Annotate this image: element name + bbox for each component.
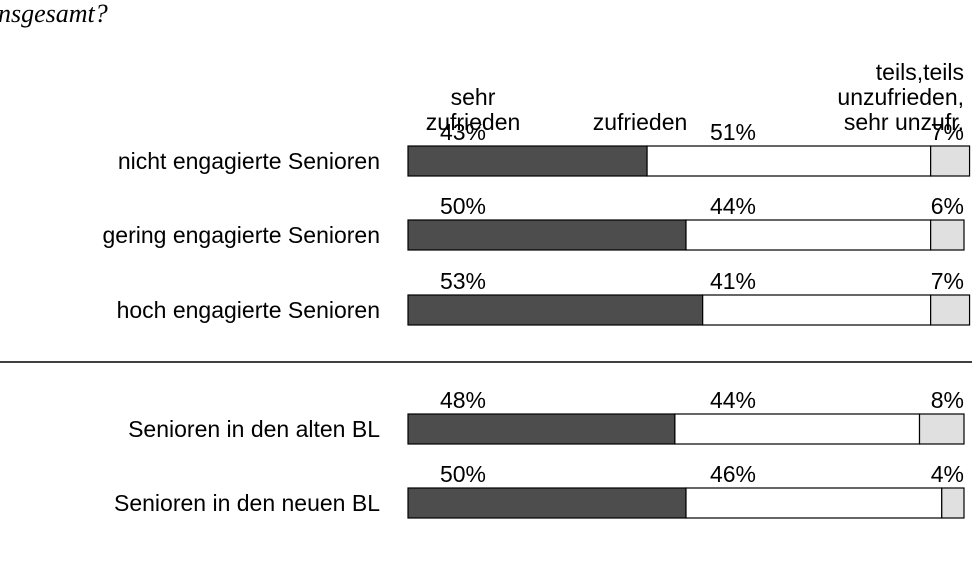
legend-label: sehr zufrieden: [426, 84, 521, 135]
bar-segment: [407, 219, 687, 251]
bar-segment: [407, 145, 648, 177]
value-label: 43%: [440, 119, 486, 145]
category-label: Senioren in den neuen BL: [114, 490, 380, 516]
value-label: 41%: [710, 268, 756, 294]
bar-segment: [407, 294, 704, 326]
value-label: 50%: [440, 461, 486, 487]
category-label: hoch engagierte Senioren: [117, 297, 380, 323]
bar-segment: [646, 145, 932, 177]
value-label: 51%: [710, 119, 756, 145]
category-label: nicht engagierte Senioren: [118, 148, 380, 174]
bar-segment: [930, 145, 971, 177]
value-label: 44%: [710, 193, 756, 219]
legend-label: zufrieden: [593, 109, 688, 135]
bar-segment: [702, 294, 932, 326]
bar-segment: [930, 219, 965, 251]
value-label: 7%: [931, 268, 964, 294]
bar-segment: [685, 219, 932, 251]
bar-segment: [685, 487, 943, 519]
bar-segment: [407, 413, 676, 445]
value-label: 48%: [440, 387, 486, 413]
value-label: 50%: [440, 193, 486, 219]
value-label: 8%: [931, 387, 964, 413]
chart-title: nsgesamt?: [0, 0, 108, 28]
value-label: 6%: [931, 193, 964, 219]
bar-segment: [674, 413, 921, 445]
legend-label: teils,teils unzufrieden, sehr unzufr.: [837, 59, 964, 135]
value-label: 7%: [931, 119, 964, 145]
value-label: 53%: [440, 268, 486, 294]
value-label: 46%: [710, 461, 756, 487]
category-label: Senioren in den alten BL: [128, 416, 380, 442]
value-label: 44%: [710, 387, 756, 413]
bar-segment: [918, 413, 965, 445]
value-label: 4%: [931, 461, 964, 487]
category-label: gering engagierte Senioren: [103, 222, 380, 248]
bar-segment: [407, 487, 687, 519]
bar-segment: [941, 487, 965, 519]
bar-segment: [930, 294, 971, 326]
